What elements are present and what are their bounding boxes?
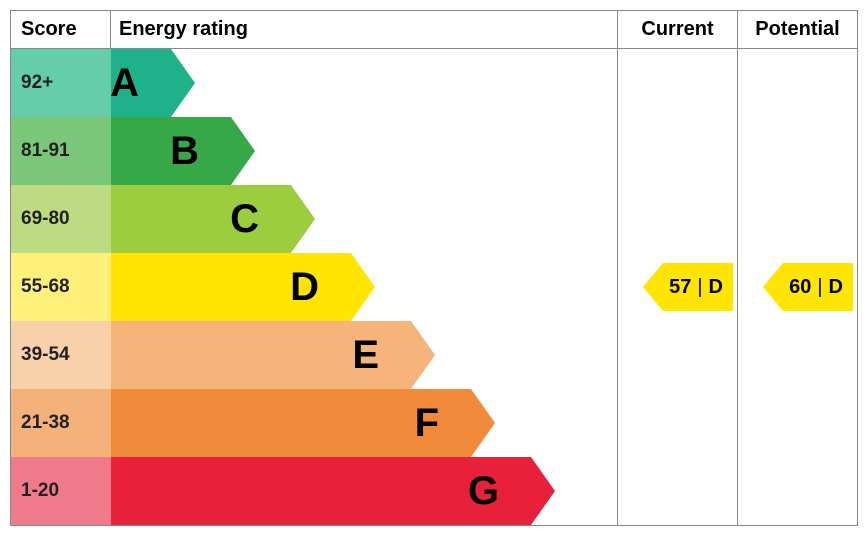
rating-bar-g: G bbox=[111, 457, 531, 525]
rating-bar-a: A bbox=[111, 49, 171, 117]
potential-value: 60 bbox=[789, 276, 811, 299]
current-letter: D bbox=[709, 276, 723, 299]
band-row-g: 1-20 G bbox=[11, 457, 617, 525]
rating-bar-b: B bbox=[111, 117, 231, 185]
potential-pointer: 60 | D bbox=[783, 263, 853, 311]
bands-area: 92+A81-91B69-80C55-68D39-54E21-38F1-20G bbox=[11, 49, 617, 525]
score-range: 69-80 bbox=[11, 185, 111, 253]
score-range: 1-20 bbox=[11, 457, 111, 525]
header-score: Score bbox=[11, 11, 111, 48]
potential-pointer-body: 60 | D bbox=[783, 263, 853, 311]
header-rating: Energy rating bbox=[111, 11, 617, 48]
score-range: 21-38 bbox=[11, 389, 111, 457]
rating-letter: D bbox=[290, 267, 319, 307]
band-row-b: 81-91 B bbox=[11, 117, 617, 185]
rating-letter: E bbox=[352, 335, 379, 375]
score-range: 81-91 bbox=[11, 117, 111, 185]
score-range: 39-54 bbox=[11, 321, 111, 389]
rating-letter: B bbox=[170, 131, 199, 171]
current-value: 57 bbox=[669, 276, 691, 299]
band-row-a: 92+A bbox=[11, 49, 617, 117]
header-current: Current bbox=[617, 11, 737, 48]
band-row-c: 69-80 C bbox=[11, 185, 617, 253]
rating-letter: G bbox=[468, 471, 499, 511]
current-column: 57 | D bbox=[617, 49, 737, 525]
header-potential: Potential bbox=[737, 11, 857, 48]
score-range: 55-68 bbox=[11, 253, 111, 321]
chart-header: Score Energy rating Current Potential bbox=[11, 11, 857, 49]
rating-bar-f: F bbox=[111, 389, 471, 457]
potential-column: 60 | D bbox=[737, 49, 857, 525]
rating-bar-d: D bbox=[111, 253, 351, 321]
energy-rating-chart: Score Energy rating Current Potential 92… bbox=[10, 10, 858, 526]
current-pointer-body: 57 | D bbox=[663, 263, 733, 311]
rating-letter: F bbox=[415, 403, 439, 443]
chart-body: 92+A81-91B69-80C55-68D39-54E21-38F1-20G … bbox=[11, 49, 857, 525]
rating-letter: C bbox=[230, 199, 259, 239]
rating-letter: A bbox=[110, 63, 139, 103]
band-row-f: 21-38 F bbox=[11, 389, 617, 457]
band-row-d: 55-68 D bbox=[11, 253, 617, 321]
separator: | bbox=[697, 276, 702, 299]
band-row-e: 39-54 E bbox=[11, 321, 617, 389]
rating-bar-e: E bbox=[111, 321, 411, 389]
current-pointer: 57 | D bbox=[663, 263, 733, 311]
score-range: 92+ bbox=[11, 49, 111, 117]
potential-letter: D bbox=[829, 276, 843, 299]
separator: | bbox=[817, 276, 822, 299]
rating-bar-c: C bbox=[111, 185, 291, 253]
